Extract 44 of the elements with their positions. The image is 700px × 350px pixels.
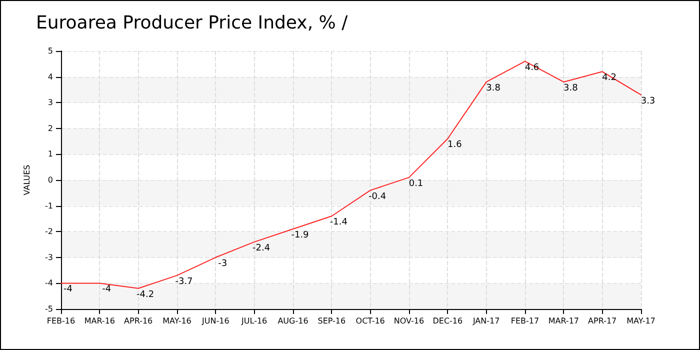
data-label: -1.4 bbox=[330, 218, 348, 228]
data-label: -3.7 bbox=[175, 276, 193, 287]
x-tick-label: JUL-16 bbox=[240, 316, 268, 326]
x-tick-label: MAY-17 bbox=[626, 316, 656, 326]
data-label: 0.1 bbox=[408, 178, 424, 189]
y-tick-label: 1 bbox=[48, 150, 53, 159]
x-tick-label: MAY-16 bbox=[162, 316, 192, 326]
x-tick-label: FEB-17 bbox=[510, 316, 540, 326]
x-tick-label: MAR-17 bbox=[548, 316, 580, 326]
x-tick-label: APR-16 bbox=[124, 316, 153, 326]
data-label: -0.4 bbox=[368, 192, 386, 202]
y-tick-label: 2 bbox=[48, 124, 53, 133]
y-tick-label: -2 bbox=[45, 227, 53, 236]
x-tick-label: OCT-16 bbox=[356, 316, 385, 326]
data-label: -3 bbox=[218, 258, 228, 269]
data-label: 3.8 bbox=[564, 83, 578, 94]
y-tick-label: -1 bbox=[45, 201, 53, 210]
x-tick-label: DEC-16 bbox=[432, 316, 463, 326]
x-tick-label: JAN-17 bbox=[472, 316, 500, 326]
data-label: 1.6 bbox=[448, 140, 462, 150]
y-tick-label: -5 bbox=[45, 304, 53, 314]
data-label: -2.4 bbox=[252, 243, 270, 254]
data-label: 3.3 bbox=[640, 96, 656, 106]
data-label: -1.9 bbox=[291, 230, 310, 241]
data-label: -4 bbox=[102, 284, 112, 295]
data-label: -4.2 bbox=[136, 290, 154, 300]
x-tick-label: AUG-16 bbox=[278, 316, 308, 326]
x-tick-label: FEB-16 bbox=[46, 316, 76, 326]
x-tick-label: APR-17 bbox=[588, 316, 617, 326]
data-label: 4.6 bbox=[524, 62, 540, 73]
y-tick-label: 5 bbox=[48, 46, 53, 56]
y-tick-label: -3 bbox=[45, 252, 53, 262]
x-tick-label: MAR-16 bbox=[84, 316, 116, 326]
y-tick-label: 4 bbox=[48, 72, 53, 82]
y-tick-label: 0 bbox=[48, 176, 53, 184]
x-tick-label: SEP-16 bbox=[318, 316, 346, 326]
data-label: -4 bbox=[64, 284, 73, 295]
x-tick-label: NOV-16 bbox=[394, 316, 424, 326]
x-tick-label: JUN-16 bbox=[201, 316, 230, 326]
data-label: 3.8 bbox=[486, 83, 501, 94]
chart-title: Euroarea Producer Price Index, % / bbox=[36, 12, 349, 34]
y-tick-label: -4 bbox=[45, 278, 53, 288]
y-tick-label: 3 bbox=[48, 98, 53, 108]
y-axis-title: VALUES bbox=[22, 164, 32, 196]
